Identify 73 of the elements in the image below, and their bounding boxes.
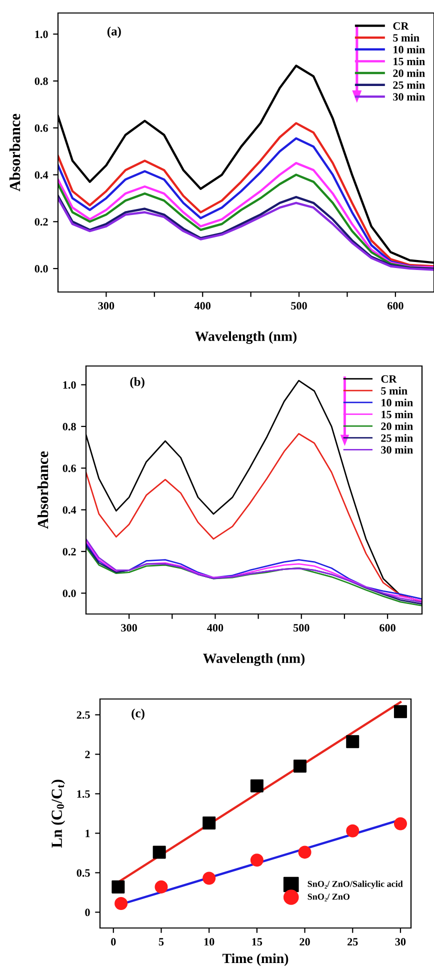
y-axis-title: Ln (C$_{0}$/C$_{t}$) — [51, 780, 66, 848]
x-tick-label: 400 — [207, 624, 224, 632]
y-tick-label: 0.8 — [62, 422, 76, 430]
x-tick-label: 15 — [252, 938, 262, 946]
x-tick-label: 25 — [348, 938, 358, 946]
point — [346, 735, 360, 748]
legend-label: 10 min — [382, 398, 413, 406]
x-tick-label: 500 — [291, 302, 307, 310]
legend-label: 10 min — [394, 46, 425, 54]
x-tick-label: 600 — [380, 624, 396, 632]
point — [293, 760, 306, 773]
x-axis-title: Time (min) — [222, 953, 288, 966]
legend-label: 5 min — [381, 386, 408, 395]
x-tick-label: 300 — [98, 302, 114, 310]
legend-label: 25 min — [393, 81, 425, 89]
legend-label: SnO₂/ ZnO/Salicylic acid — [308, 880, 403, 889]
y-tick-label: 1.0 — [63, 381, 76, 389]
y-tick-label: 0.2 — [62, 548, 76, 556]
y-tick-label: 0.2 — [34, 218, 48, 226]
y-axis-title: Absorbance — [9, 114, 20, 192]
y-tick-label: 0 — [85, 908, 90, 916]
legend-label: 20 min — [381, 422, 413, 430]
point — [250, 779, 264, 792]
point — [114, 897, 128, 910]
text: (c) — [132, 708, 144, 720]
y-tick-label: 0.5 — [76, 869, 90, 877]
text: (b) — [130, 377, 144, 388]
legend-label: 25 min — [381, 434, 413, 442]
x-axis-title: Wavelength (nm) — [203, 653, 305, 666]
y-tick-label: 0.8 — [34, 77, 48, 86]
legend-label: CR — [393, 22, 409, 30]
y-axis-title: Absorbance — [37, 451, 48, 529]
text: (a) — [107, 26, 121, 38]
legend-label: 5 min — [393, 34, 420, 42]
legend-label: CR — [381, 375, 397, 383]
y-tick-label: 0.4 — [34, 171, 48, 179]
y-tick-label: 1.5 — [77, 790, 90, 798]
x-tick-label: 10 — [204, 938, 214, 946]
point — [298, 846, 312, 859]
legend-label: 30 min — [393, 92, 425, 101]
point — [112, 880, 125, 894]
x-tick-label: 20 — [300, 938, 310, 946]
x-tick-label: 0 — [111, 938, 116, 946]
x-tick-label: 400 — [194, 302, 211, 310]
legend-label: 15 min — [382, 410, 413, 418]
x-tick-label: 30 — [395, 938, 406, 946]
x-tick-label: 600 — [387, 302, 404, 310]
y-tick-label: 1.0 — [35, 30, 48, 38]
point — [394, 817, 407, 830]
x-axis-title: Wavelength (nm) — [195, 331, 297, 344]
line-series — [86, 433, 422, 602]
y-tick-label: 2.5 — [76, 711, 90, 719]
point — [346, 824, 360, 838]
x-tick-label: 300 — [121, 624, 137, 632]
legend-label: 15 min — [394, 57, 425, 66]
x-tick-label: 500 — [293, 624, 310, 632]
point — [202, 872, 216, 885]
y-tick-label: 2 — [85, 750, 90, 758]
y-tick-label: 0.6 — [62, 464, 76, 472]
x-tick-label: 5 — [158, 938, 164, 946]
point — [250, 854, 264, 867]
y-tick-label: 0.0 — [62, 590, 76, 598]
legend-label: SnO₂/ ZnO — [308, 894, 350, 902]
point — [394, 705, 407, 718]
point — [152, 846, 166, 859]
y-tick-label: 0.6 — [34, 124, 48, 132]
y-tick-label: 1 — [86, 830, 90, 838]
y-tick-label: 0.0 — [34, 265, 48, 273]
legend-label: 20 min — [393, 69, 425, 78]
point — [154, 880, 168, 894]
legend-label: 30 min — [381, 446, 413, 454]
point — [202, 816, 216, 830]
y-tick-label: 0.4 — [62, 506, 76, 514]
